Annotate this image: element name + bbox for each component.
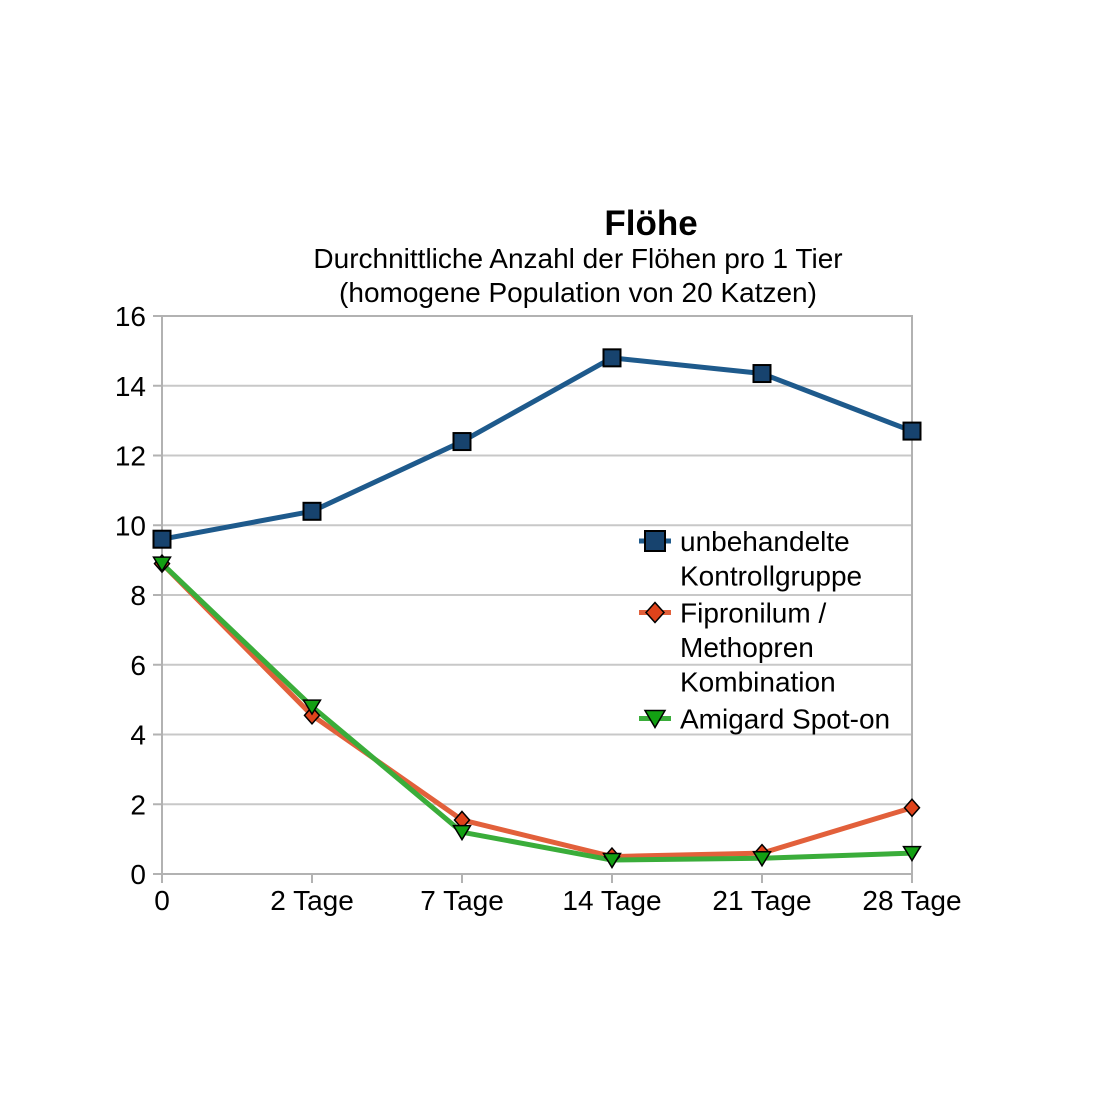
- diamond-marker-icon: [903, 798, 921, 818]
- y-tick-label: 0: [130, 859, 146, 890]
- triangle-down-marker-icon: [302, 699, 322, 716]
- triangle-down-marker-icon: [902, 845, 922, 863]
- chart-title: Flöhe: [604, 204, 698, 243]
- y-tick-label: 14: [115, 371, 146, 402]
- legend-item-label: Kombination: [680, 667, 836, 698]
- legend-item-label: Kontrollgruppe: [680, 561, 862, 592]
- triangle-down-marker-icon: [452, 824, 472, 842]
- square-marker-icon: [452, 432, 472, 452]
- x-tick-label: 21 Tage: [712, 885, 811, 916]
- square-marker-icon: [644, 530, 666, 552]
- legend-item-label: Amigard Spot-on: [680, 704, 890, 735]
- series-line: [159, 561, 915, 860]
- chart-subtitle-line2: (homogene Population von 20 Katzen): [339, 277, 817, 308]
- legend-item-label: unbehandelte: [680, 526, 850, 557]
- triangle-down-marker-icon: [602, 852, 622, 869]
- diamond-marker-icon: [644, 601, 666, 624]
- y-tick-label: 4: [130, 720, 146, 751]
- x-tick-label: 7 Tage: [420, 885, 504, 916]
- y-tick-label: 8: [130, 580, 146, 611]
- y-tick-label: 10: [115, 510, 146, 541]
- y-tick-label: 6: [130, 650, 146, 681]
- square-marker-icon: [752, 364, 772, 384]
- series-line: [159, 355, 915, 542]
- square-marker-icon: [602, 348, 622, 368]
- chart-subtitle-line1: Durchnittliche Anzahl der Flöhen pro 1 T…: [313, 243, 843, 274]
- x-tick-label: 14 Tage: [562, 885, 661, 916]
- legend-item-label: Fipronilum /: [680, 598, 826, 629]
- square-marker-icon: [902, 421, 922, 441]
- y-tick-label: 16: [115, 301, 146, 332]
- x-tick-label: 2 Tage: [270, 885, 354, 916]
- triangle-down-marker-icon: [752, 851, 772, 868]
- triangle-down-marker-icon: [152, 556, 172, 573]
- x-tick-label: 28 Tage: [862, 885, 961, 916]
- y-tick-label: 2: [130, 789, 146, 820]
- x-tick-label: 0: [154, 885, 170, 916]
- square-marker-icon: [302, 501, 322, 521]
- series-line: [159, 561, 915, 863]
- triangle-down-marker-icon: [643, 709, 667, 729]
- legend-item-label: Methopren: [680, 632, 814, 663]
- y-tick-label: 12: [115, 441, 146, 472]
- square-marker-icon: [152, 529, 172, 549]
